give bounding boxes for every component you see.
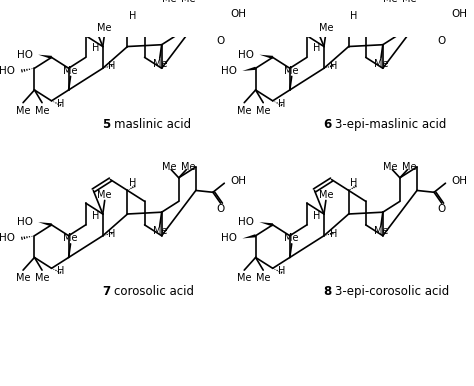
Text: HO: HO (220, 66, 237, 76)
Text: H: H (109, 61, 116, 71)
Text: H: H (313, 43, 320, 53)
Text: OH: OH (230, 9, 246, 19)
Text: OH: OH (451, 9, 467, 19)
Text: H: H (128, 11, 136, 21)
Text: Me: Me (319, 190, 333, 200)
Text: O: O (438, 203, 446, 213)
Text: Me: Me (319, 22, 333, 32)
Text: Me: Me (98, 22, 112, 32)
Text: Me: Me (374, 226, 388, 236)
Text: Me: Me (153, 59, 167, 69)
Text: HO: HO (17, 50, 33, 60)
Text: Me: Me (237, 273, 252, 283)
Text: HO: HO (220, 234, 237, 244)
Text: Me: Me (64, 234, 78, 244)
Text: Me: Me (237, 106, 252, 116)
Text: Me: Me (256, 106, 271, 116)
Text: H: H (278, 98, 286, 108)
Text: Me: Me (16, 273, 30, 283)
Text: corosolic acid: corosolic acid (114, 285, 194, 298)
Text: O: O (217, 203, 225, 213)
Text: H: H (350, 11, 357, 21)
Text: 3-epi-maslinic acid: 3-epi-maslinic acid (336, 118, 447, 131)
Polygon shape (259, 222, 273, 227)
Text: H: H (128, 178, 136, 188)
Text: Me: Me (162, 0, 176, 5)
Text: Me: Me (16, 106, 30, 116)
Text: Me: Me (35, 106, 49, 116)
Text: H: H (278, 266, 286, 276)
Text: Me: Me (383, 0, 398, 5)
Text: Me: Me (383, 162, 398, 172)
Text: Me: Me (374, 59, 388, 69)
Text: H: H (329, 229, 337, 239)
Text: HO: HO (238, 217, 254, 227)
Polygon shape (242, 67, 256, 71)
Text: HO: HO (238, 50, 254, 60)
Text: H: H (109, 229, 116, 239)
Text: 6: 6 (323, 118, 332, 131)
Text: O: O (438, 36, 446, 46)
Text: Me: Me (284, 234, 299, 244)
Text: H: H (57, 266, 64, 276)
Text: Me: Me (98, 190, 112, 200)
Text: Me: Me (402, 162, 417, 172)
Text: HO: HO (0, 234, 16, 244)
Text: HO: HO (17, 217, 33, 227)
Text: 7: 7 (102, 285, 110, 298)
Polygon shape (259, 55, 273, 59)
Text: OH: OH (230, 176, 246, 186)
Text: 8: 8 (323, 285, 332, 298)
Text: HO: HO (0, 66, 16, 76)
Text: H: H (91, 211, 99, 221)
Polygon shape (38, 222, 52, 227)
Text: H: H (350, 178, 357, 188)
Polygon shape (242, 234, 256, 239)
Text: H: H (329, 61, 337, 71)
Text: 3-epi-corosolic acid: 3-epi-corosolic acid (336, 285, 450, 298)
Text: Me: Me (402, 0, 417, 5)
Text: H: H (313, 211, 320, 221)
Text: Me: Me (35, 273, 49, 283)
Text: maslinic acid: maslinic acid (114, 118, 191, 131)
Text: O: O (217, 36, 225, 46)
Text: H: H (91, 43, 99, 53)
Text: H: H (57, 98, 64, 108)
Text: Me: Me (181, 0, 195, 5)
Text: Me: Me (64, 66, 78, 76)
Text: Me: Me (162, 162, 176, 172)
Polygon shape (38, 55, 52, 59)
Text: OH: OH (451, 176, 467, 186)
Text: Me: Me (256, 273, 271, 283)
Text: Me: Me (153, 226, 167, 236)
Text: Me: Me (181, 162, 195, 172)
Text: Me: Me (284, 66, 299, 76)
Text: 5: 5 (102, 118, 110, 131)
